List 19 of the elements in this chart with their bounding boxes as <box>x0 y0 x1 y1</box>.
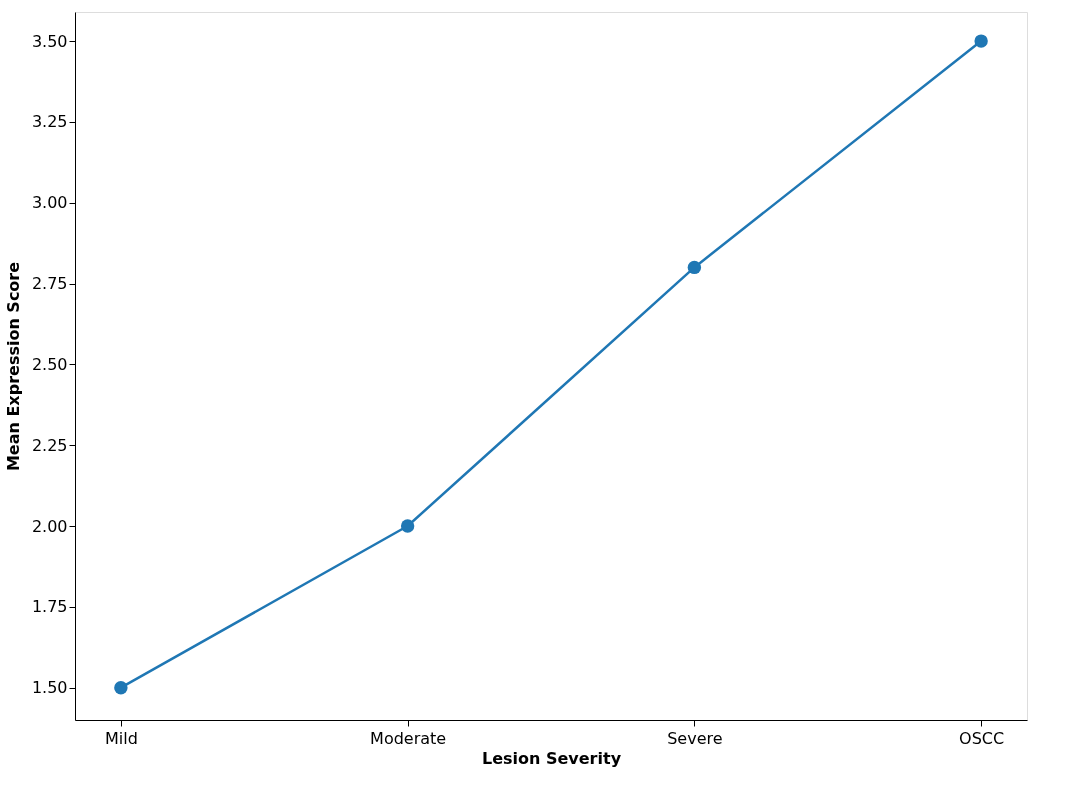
point <box>974 34 988 48</box>
y-tick-label: 3.00 <box>31 193 68 213</box>
y-tick-label: 1.50 <box>31 678 68 698</box>
x-tick-label: Severe <box>667 728 723 748</box>
x-tick-label: OSCC <box>959 728 1005 748</box>
point <box>400 519 415 533</box>
x-tick-label: Mild <box>104 728 138 748</box>
y-tick-label: 3.50 <box>31 31 68 51</box>
y-axis-title: Mean Expression Score <box>3 261 23 472</box>
x-axis-title: Lesion Severity <box>481 748 622 768</box>
point <box>114 680 128 695</box>
y-tick-label: 3.25 <box>31 112 68 132</box>
y-tick-label: 1.75 <box>31 597 68 617</box>
point <box>687 260 702 275</box>
x-tick-label: Moderate <box>370 728 447 748</box>
y-tick-label: 2.25 <box>31 435 68 455</box>
y-tick-label: 2.00 <box>31 516 68 536</box>
y-tick-label: 2.50 <box>31 354 68 374</box>
y-tick-label: 2.75 <box>31 274 68 294</box>
